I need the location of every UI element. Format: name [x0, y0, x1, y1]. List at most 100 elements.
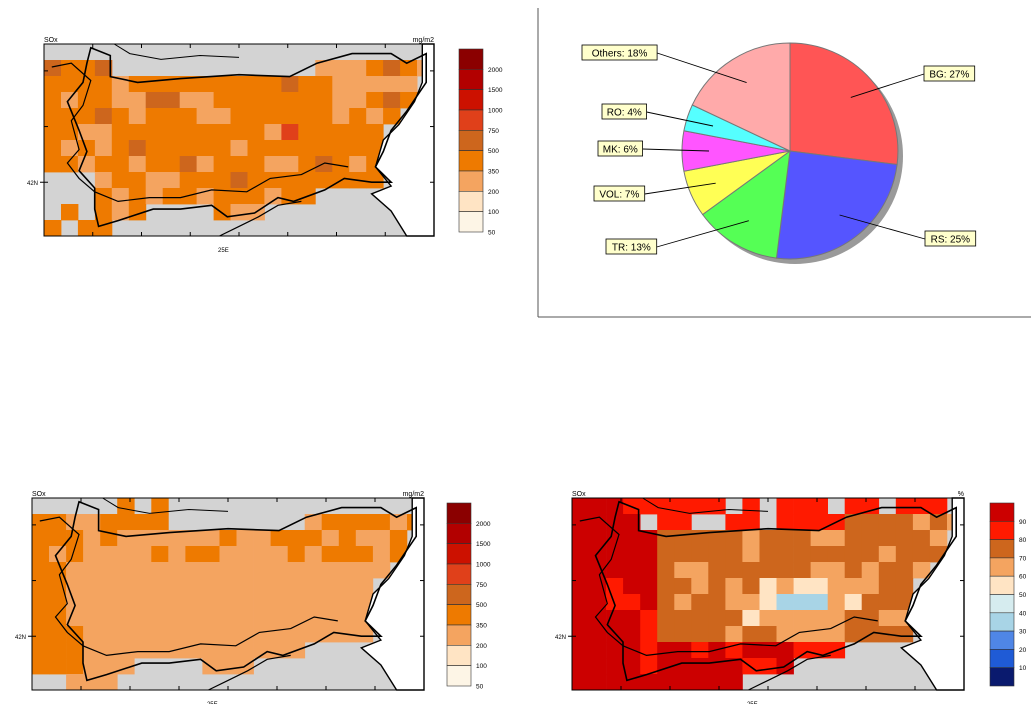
map-grid-cell	[742, 626, 760, 643]
legend-swatch	[989, 575, 1015, 595]
map-grid-cell	[674, 546, 692, 563]
map-grid-cell	[878, 594, 897, 611]
legend-level-label: 1000	[488, 108, 503, 115]
legend-swatch	[446, 583, 472, 605]
map-neighbor-border	[579, 516, 878, 657]
map-grid-cell	[827, 562, 846, 579]
map-grid-cell	[759, 626, 777, 643]
map-grid-cell	[332, 156, 350, 173]
map-grid-cell	[708, 546, 726, 563]
legend-level-label: 2000	[476, 521, 491, 528]
legend-level-label: 500	[488, 148, 499, 155]
pie-label-box	[597, 140, 643, 157]
map-grid-cell	[912, 514, 931, 531]
map-grid-cell	[236, 642, 254, 659]
map-grid-cell	[657, 546, 675, 563]
map-grid-cell	[61, 60, 79, 77]
map-grid-cell	[674, 498, 692, 515]
map-grid-cell	[623, 658, 641, 675]
map-grid-cell	[572, 642, 590, 659]
map-grid-cell	[349, 92, 367, 109]
map-grid-cell	[332, 76, 350, 93]
map-grid-cell	[366, 60, 384, 77]
map-grid-cell	[213, 76, 231, 93]
map-grid-cell	[623, 514, 641, 531]
map-grid-cell	[861, 578, 880, 595]
map-grid-cell	[793, 642, 811, 659]
map-grid-cell	[355, 562, 374, 579]
map-grid-cell	[253, 562, 271, 579]
map-grid-cell	[912, 562, 931, 579]
map-grid-cell	[134, 546, 152, 563]
map-grid-cell	[338, 594, 357, 611]
map-grid-cell	[247, 76, 265, 93]
map-grid-cell	[366, 172, 384, 189]
map-grid-cell	[708, 578, 726, 595]
map-grid-cell	[383, 108, 401, 125]
map-grid-cell	[117, 578, 135, 595]
legend-level-label: 40	[1019, 610, 1027, 617]
map-grid-cell	[168, 626, 186, 643]
map-grid-cell	[349, 124, 367, 141]
map-grid-cell	[145, 188, 164, 205]
map-grid-cell	[94, 172, 113, 189]
map-panel-top-left: SOx mg/m2 25E 42N 2000 1500 1000 750 500 350 200 10…	[27, 37, 503, 254]
map-grid-cell	[219, 626, 237, 643]
map-grid-cell	[708, 562, 726, 579]
map-grid-cell	[572, 658, 590, 675]
map-grid-cell	[281, 124, 299, 141]
map-grid-cell	[640, 626, 658, 643]
map-grid-cell	[298, 108, 316, 125]
map-grid-cell	[44, 108, 62, 125]
map-grid-cell	[861, 610, 880, 627]
map-grid-cell	[372, 546, 391, 563]
map-grid-cell	[572, 578, 590, 595]
map-grid-cell	[572, 498, 590, 515]
map-grid-cell	[66, 642, 84, 659]
pie-leader-line	[839, 214, 926, 240]
map-grid-cell	[298, 156, 316, 173]
map-grid-cell	[185, 610, 203, 627]
legend-swatch	[989, 502, 1015, 522]
map-grid-cell	[287, 610, 306, 627]
map-grid-cell	[185, 546, 203, 563]
map-grid-cell	[691, 642, 709, 659]
map-grid-cell	[253, 578, 271, 595]
map-grid-cell	[349, 140, 367, 157]
map-grid-cell	[844, 610, 863, 627]
legend-level-label: 100	[488, 209, 499, 216]
map-grid-cell	[827, 578, 846, 595]
map-grid-cell	[168, 562, 186, 579]
map-grid-cell	[372, 530, 391, 547]
map-grid-cell	[94, 108, 113, 125]
map-grid-cell	[83, 578, 101, 595]
map-grid-cell	[742, 578, 760, 595]
map-grid-cell	[145, 124, 164, 141]
map-grid-cell	[83, 642, 101, 659]
map-grid-cell	[589, 514, 607, 531]
map-y-tick-label: 42N	[555, 635, 566, 641]
map-grid-cell	[264, 124, 282, 141]
map-grid-cell	[657, 498, 675, 515]
map-grid-cell	[589, 546, 607, 563]
map-grid-cell	[742, 642, 760, 659]
map-grid-cell	[640, 594, 658, 611]
map-grid-cell	[32, 626, 50, 643]
map-grid-cell	[94, 92, 113, 109]
map-grid-cell	[151, 562, 169, 579]
map-grid-cell	[572, 610, 590, 627]
map-grid-cell	[708, 498, 726, 515]
map-grid-cell	[776, 642, 794, 659]
map-grid-cell	[383, 92, 401, 109]
map-grid-cell	[83, 530, 101, 547]
map-grid-cell	[196, 156, 214, 173]
map-grid-cell	[49, 658, 67, 675]
map-grid-cell	[389, 530, 408, 547]
map-grid-cell	[321, 514, 340, 531]
pie-leader-line	[850, 73, 925, 98]
map-grid-cell	[759, 594, 777, 611]
map-x-tick-label: 25E	[747, 702, 758, 704]
map-grid-cell	[168, 578, 186, 595]
map-grid-cell	[657, 642, 675, 659]
map-grid-cell	[145, 76, 164, 93]
